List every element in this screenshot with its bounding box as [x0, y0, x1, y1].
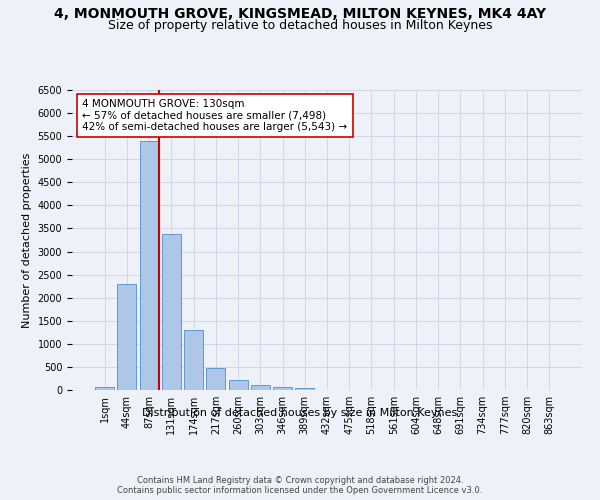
Y-axis label: Number of detached properties: Number of detached properties — [22, 152, 32, 328]
Bar — [162, 234, 181, 390]
Bar — [95, 386, 114, 390]
Bar — [184, 330, 203, 390]
Bar — [206, 368, 225, 390]
Bar — [118, 284, 136, 390]
Text: 4, MONMOUTH GROVE, KINGSMEAD, MILTON KEYNES, MK4 4AY: 4, MONMOUTH GROVE, KINGSMEAD, MILTON KEY… — [54, 8, 546, 22]
Bar — [140, 141, 158, 390]
Bar — [229, 380, 248, 390]
Text: Contains HM Land Registry data © Crown copyright and database right 2024.
Contai: Contains HM Land Registry data © Crown c… — [118, 476, 482, 495]
Text: Distribution of detached houses by size in Milton Keynes: Distribution of detached houses by size … — [142, 408, 458, 418]
Bar — [295, 388, 314, 390]
Bar — [251, 386, 270, 390]
Text: 4 MONMOUTH GROVE: 130sqm
← 57% of detached houses are smaller (7,498)
42% of sem: 4 MONMOUTH GROVE: 130sqm ← 57% of detach… — [82, 99, 347, 132]
Bar — [273, 387, 292, 390]
Text: Size of property relative to detached houses in Milton Keynes: Size of property relative to detached ho… — [108, 19, 492, 32]
